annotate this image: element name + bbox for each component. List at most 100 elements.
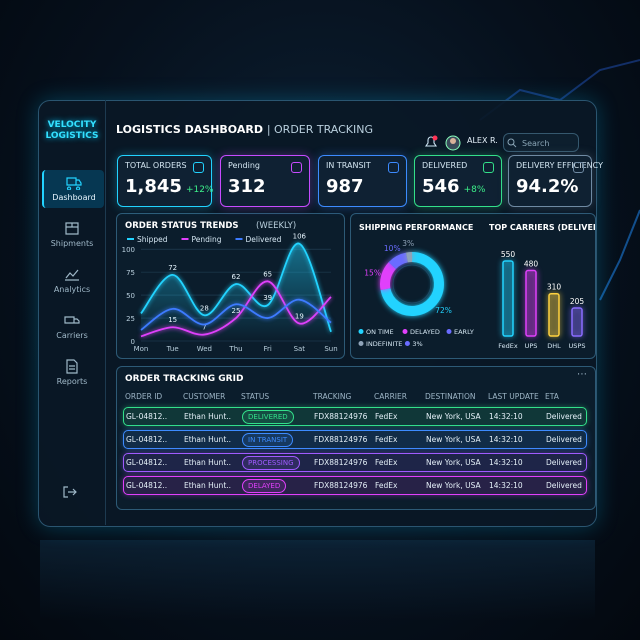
- y-tick-label: 25: [126, 315, 135, 323]
- performance-panel: SHIPPING PERFORMANCE 72% ON TIME 15% DELAYED…: [350, 213, 596, 359]
- more-menu[interactable]: ⋯: [577, 369, 587, 380]
- x-tick-label: Fri: [263, 345, 271, 353]
- legend-label: EARLY: [454, 328, 474, 336]
- icon-shape: [66, 177, 82, 190]
- kpi-number: 94.2%: [516, 176, 579, 197]
- legend-dot: [404, 341, 410, 346]
- status-pill: DELIVERED: [242, 410, 294, 424]
- cell: Ethan Hunt..: [184, 481, 232, 490]
- status-pill: IN TRANSIT: [242, 433, 294, 447]
- y-tick-label: 50: [126, 292, 135, 300]
- kpi-icon: [573, 162, 584, 173]
- bar-chart: TOP CARRIERS (DELIVERIES) 550 FedEx 480 UPS 3…: [489, 223, 595, 350]
- cell: FedEx: [375, 481, 398, 490]
- data-label: 10%: [384, 244, 401, 253]
- cell: FDX88124976: [314, 481, 368, 490]
- kpi-card: DELIVERED 546 +8%: [414, 155, 502, 207]
- area: [141, 243, 331, 341]
- table-row[interactable]: GL-04812.. Ethan Hunt.. DELAYED FDX88124976…: [123, 476, 587, 495]
- decor-line: [599, 209, 640, 301]
- legend-label: Delivered: [245, 235, 281, 244]
- chart-title: ORDER STATUS TRENDS: [125, 221, 239, 231]
- data-label: 205: [570, 297, 585, 306]
- trend-panel: ORDER STATUS TRENDS (WEEKLY) 0 25 50 75 100 Mon…: [116, 213, 345, 359]
- x-tick-label: Thu: [228, 345, 242, 353]
- header-icons[interactable]: [422, 134, 462, 152]
- cell: FedEx: [375, 458, 398, 467]
- cell: Delivered: [546, 412, 582, 421]
- x-tick-label: FedEx: [498, 342, 518, 350]
- nav-item[interactable]: Dashboard: [42, 170, 104, 208]
- kpi-change: +12%: [185, 185, 214, 195]
- table-row[interactable]: GL-04812.. Ethan Hunt.. IN TRANSIT FDX88124…: [123, 430, 587, 449]
- cell: New York, USA: [426, 481, 481, 490]
- y-tick-label: 75: [126, 269, 135, 277]
- x-tick-label: DHL: [547, 342, 561, 350]
- kpi-icon: [483, 162, 494, 173]
- legend-label: INDEFINITE: [366, 340, 402, 348]
- kpi-value: 94.2%: [516, 176, 584, 197]
- x-tick-label: Mon: [134, 345, 149, 353]
- kpi-value: 546 +8%: [422, 176, 494, 197]
- table-row[interactable]: GL-04812.. Ethan Hunt.. PROCESSING FDX88124…: [123, 453, 587, 472]
- data-label: 310: [547, 283, 562, 292]
- column-header: DESTINATION: [425, 392, 476, 401]
- search-box[interactable]: Search: [503, 133, 579, 152]
- legend-dot: [358, 341, 364, 346]
- kpi-label: DELIVERY EFFICIENCY: [516, 161, 603, 170]
- cell: 14:32:10: [489, 435, 523, 444]
- nav-item[interactable]: Reports: [42, 354, 102, 392]
- data-label: 106: [293, 233, 307, 241]
- line-series: [140, 242, 332, 333]
- x-tick-label: Wed: [197, 345, 212, 353]
- nav-item[interactable]: Analytics: [42, 262, 102, 300]
- icon-shape: [64, 316, 80, 324]
- data-label: 72%: [435, 306, 452, 315]
- cell: 14:32:10: [489, 458, 523, 467]
- cell: GL-04812..: [126, 435, 168, 444]
- table-row[interactable]: GL-04812.. Ethan Hunt.. DELIVERED FDX881249…: [123, 407, 587, 426]
- cell: New York, USA: [426, 435, 481, 444]
- nav-label: Reports: [56, 377, 88, 386]
- x-tick-label: Sun: [324, 345, 337, 353]
- cell: New York, USA: [426, 458, 481, 467]
- kpi-number: 546: [422, 176, 460, 197]
- cell: FDX88124976: [314, 435, 368, 444]
- y-tick-label: 100: [122, 246, 135, 254]
- status-pill: PROCESSING: [242, 456, 300, 470]
- y-tick-label: 0: [131, 338, 135, 346]
- cell: Delivered: [546, 458, 582, 467]
- nav-icon: [65, 222, 79, 235]
- user-name[interactable]: ALEX R.: [467, 136, 498, 145]
- kpi-number: 1,845: [125, 176, 182, 197]
- data-label: 550: [501, 250, 516, 259]
- order-grid: ORDER TRACKING GRID ⋯ ORDER ID CUSTOMER ST…: [116, 366, 596, 510]
- data-label: 15: [168, 316, 177, 324]
- cell: FedEx: [375, 412, 398, 421]
- chart-title: SHIPPING PERFORMANCE: [359, 223, 473, 232]
- kpi-value: 312: [228, 176, 302, 197]
- logout-icon[interactable]: [62, 485, 78, 499]
- nav-label: Dashboard: [52, 193, 96, 202]
- page-title: LOGISTICS DASHBOARD | ORDER TRACKING: [116, 123, 373, 136]
- nav-icon: [65, 269, 79, 281]
- data-label: 62: [232, 273, 241, 281]
- search-icon: [507, 138, 517, 148]
- bar: [571, 307, 583, 337]
- status-pill: DELAYED: [242, 479, 287, 493]
- nav-label: Shipments: [50, 239, 94, 248]
- column-header: CARRIER: [374, 392, 407, 401]
- data-label: 19: [295, 313, 304, 321]
- nav-item[interactable]: Shipments: [42, 216, 102, 254]
- legend-value: 3%: [412, 340, 422, 348]
- data-label: 3%: [402, 239, 414, 248]
- kpi-value: 1,845 +12%: [125, 176, 213, 197]
- legend-label: DELAYED: [410, 328, 440, 336]
- x-tick-label: USPS: [569, 342, 586, 350]
- data-label: 28: [200, 304, 209, 312]
- data-label: 480: [524, 260, 539, 269]
- nav-item[interactable]: Carriers: [42, 308, 102, 346]
- legend-label: Shipped: [137, 235, 168, 244]
- data-label: 7: [202, 324, 206, 332]
